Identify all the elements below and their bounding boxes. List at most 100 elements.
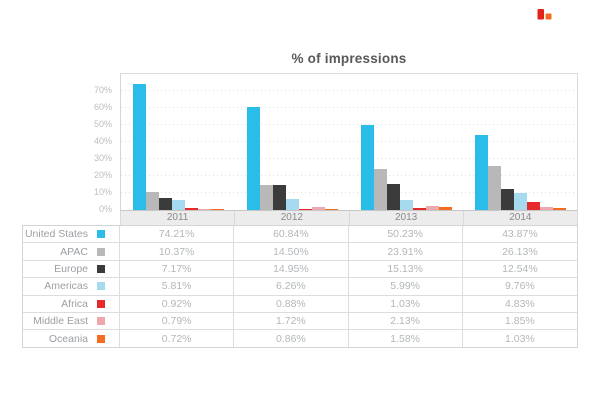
bar-2013-europe xyxy=(387,184,400,210)
x-axis-label-2011: 2011 xyxy=(121,211,236,225)
legend-label: APAC xyxy=(60,245,88,258)
bar-2013-middle-east xyxy=(426,206,439,210)
gridline xyxy=(121,192,577,193)
table-value-cell: 14.50% xyxy=(234,243,349,260)
table-row: Oceania 0.72% 0.86% 1.58% 1.03% xyxy=(23,330,577,347)
y-tick-label: 50% xyxy=(93,119,112,129)
table-value-cell: 1.03% xyxy=(504,332,535,345)
x-axis-label-2012: 2012 xyxy=(235,211,350,225)
table-value-cell: 43.87% xyxy=(502,228,538,241)
legend-label-cell: APAC xyxy=(23,243,120,260)
x-axis: 2011 2012 2013 2014 xyxy=(120,211,578,225)
table-row: United States 74.21% 60.84% 50.23% 43.87% xyxy=(23,226,577,244)
table-value-cell: 1.58% xyxy=(349,330,463,347)
legend-label-cell: Africa xyxy=(23,295,120,312)
bar-2014-africa xyxy=(527,202,540,210)
table-row: Americas 5.81% 6.26% 5.99% 9.76% xyxy=(23,278,577,296)
table-value-cell: 6.26% xyxy=(234,278,349,295)
bar-2012-oceania xyxy=(325,209,338,210)
table-value-cell: 4.83% xyxy=(504,297,535,310)
table-value-cell: 0.79% xyxy=(120,312,235,330)
legend-swatch xyxy=(97,334,105,343)
legend-label-cell: United States xyxy=(23,226,120,243)
bar-2014-middle-east xyxy=(540,207,553,210)
legend-label: Africa xyxy=(61,297,88,310)
y-tick-label: 0% xyxy=(98,204,112,214)
table-row: Middle East 0.79% 1.72% 2.13% 1.85% xyxy=(23,312,577,331)
table-value-cell: 1.03% xyxy=(349,295,463,312)
legend-swatch xyxy=(97,282,105,291)
legend-label-cell: Middle East xyxy=(23,312,120,330)
legend-swatch xyxy=(97,247,105,256)
bar-2014-americas xyxy=(514,193,527,210)
bar-2013-americas xyxy=(400,200,413,210)
legend-swatch xyxy=(97,264,105,273)
legend-label: United States xyxy=(24,228,88,241)
table-row: Africa 0.92% 0.88% 1.03% 4.83% xyxy=(23,295,577,313)
table-row: Europe 7.17% 14.95% 15.13% 12.54% xyxy=(23,260,577,279)
bar-2011-apac xyxy=(146,192,159,210)
legend-label: Europe xyxy=(54,262,88,275)
gridline-layer xyxy=(121,74,577,210)
bar-layer xyxy=(121,74,577,210)
table-value-cell: 0.88% xyxy=(234,295,349,312)
legend-label: Middle East xyxy=(33,315,88,328)
x-axis-label-2013: 2013 xyxy=(350,211,464,225)
legend-label-cell: Oceania xyxy=(23,330,120,347)
y-tick-label: 60% xyxy=(93,102,112,112)
y-tick-label: 40% xyxy=(93,136,112,146)
bar-2011-united-states xyxy=(133,84,146,210)
legend-label-cell: Europe xyxy=(23,260,120,278)
table-value-cell: 14.95% xyxy=(234,260,349,278)
legend-table: United States 74.21% 60.84% 50.23% 43.87% APA… xyxy=(22,225,578,348)
table-value-cell: 60.84% xyxy=(234,226,349,243)
chart-title: % of impressions xyxy=(291,51,407,66)
gridline xyxy=(121,107,577,108)
bar-2012-europe xyxy=(273,185,286,210)
bar-2014-united-states xyxy=(475,135,488,210)
y-tick-label: 70% xyxy=(93,85,112,95)
bar-2012-united-states xyxy=(247,107,260,210)
table-value-cell: 0.86% xyxy=(234,330,349,347)
y-axis: 0% 10% 20% 30% 40% 50% 60% 70% xyxy=(58,73,116,214)
plot-area xyxy=(120,73,578,211)
y-tick-label: 20% xyxy=(93,170,112,180)
table-value-cell: 1.72% xyxy=(234,312,349,330)
table-value-cell: 50.23% xyxy=(349,226,463,243)
table-value-cell: 9.76% xyxy=(504,280,535,293)
legend-label: Oceania xyxy=(48,332,88,345)
table-value-cell: 1.85% xyxy=(504,315,535,328)
bar-2014-apac xyxy=(488,166,501,210)
table-value-cell: 2.13% xyxy=(349,312,463,330)
bar-2011-oceania xyxy=(211,209,224,210)
bar-2011-africa xyxy=(185,208,198,210)
table-value-cell: 10.37% xyxy=(120,243,235,260)
legend-swatch xyxy=(97,317,105,326)
legend-label: Americas xyxy=(44,280,88,293)
bar-2014-europe xyxy=(501,189,514,210)
bar-2013-apac xyxy=(374,169,387,210)
bar-2013-united-states xyxy=(361,125,374,210)
table-value-cell: 23.91% xyxy=(349,243,463,260)
table-value-cell: 12.54% xyxy=(502,262,538,275)
bar-2013-africa xyxy=(413,208,426,210)
bar-2014-oceania xyxy=(553,208,566,210)
gridline xyxy=(121,141,577,142)
bar-2012-africa xyxy=(299,209,312,210)
bar-2012-apac xyxy=(260,185,273,210)
brand-logo-icon xyxy=(537,9,552,20)
bar-2012-middle-east xyxy=(312,207,325,210)
bar-2013-oceania xyxy=(439,207,452,210)
gridline xyxy=(121,158,577,159)
gridline xyxy=(121,124,577,125)
legend-label-cell: Americas xyxy=(23,278,120,295)
gridline xyxy=(121,175,577,176)
x-axis-label-2014: 2014 xyxy=(464,211,578,225)
bar-2011-americas xyxy=(172,200,185,210)
bar-2011-europe xyxy=(159,198,172,210)
y-tick-label: 30% xyxy=(93,153,112,163)
table-value-cell: 15.13% xyxy=(349,260,463,278)
y-tick-label: 10% xyxy=(93,187,112,197)
table-value-cell: 26.13% xyxy=(502,245,538,258)
